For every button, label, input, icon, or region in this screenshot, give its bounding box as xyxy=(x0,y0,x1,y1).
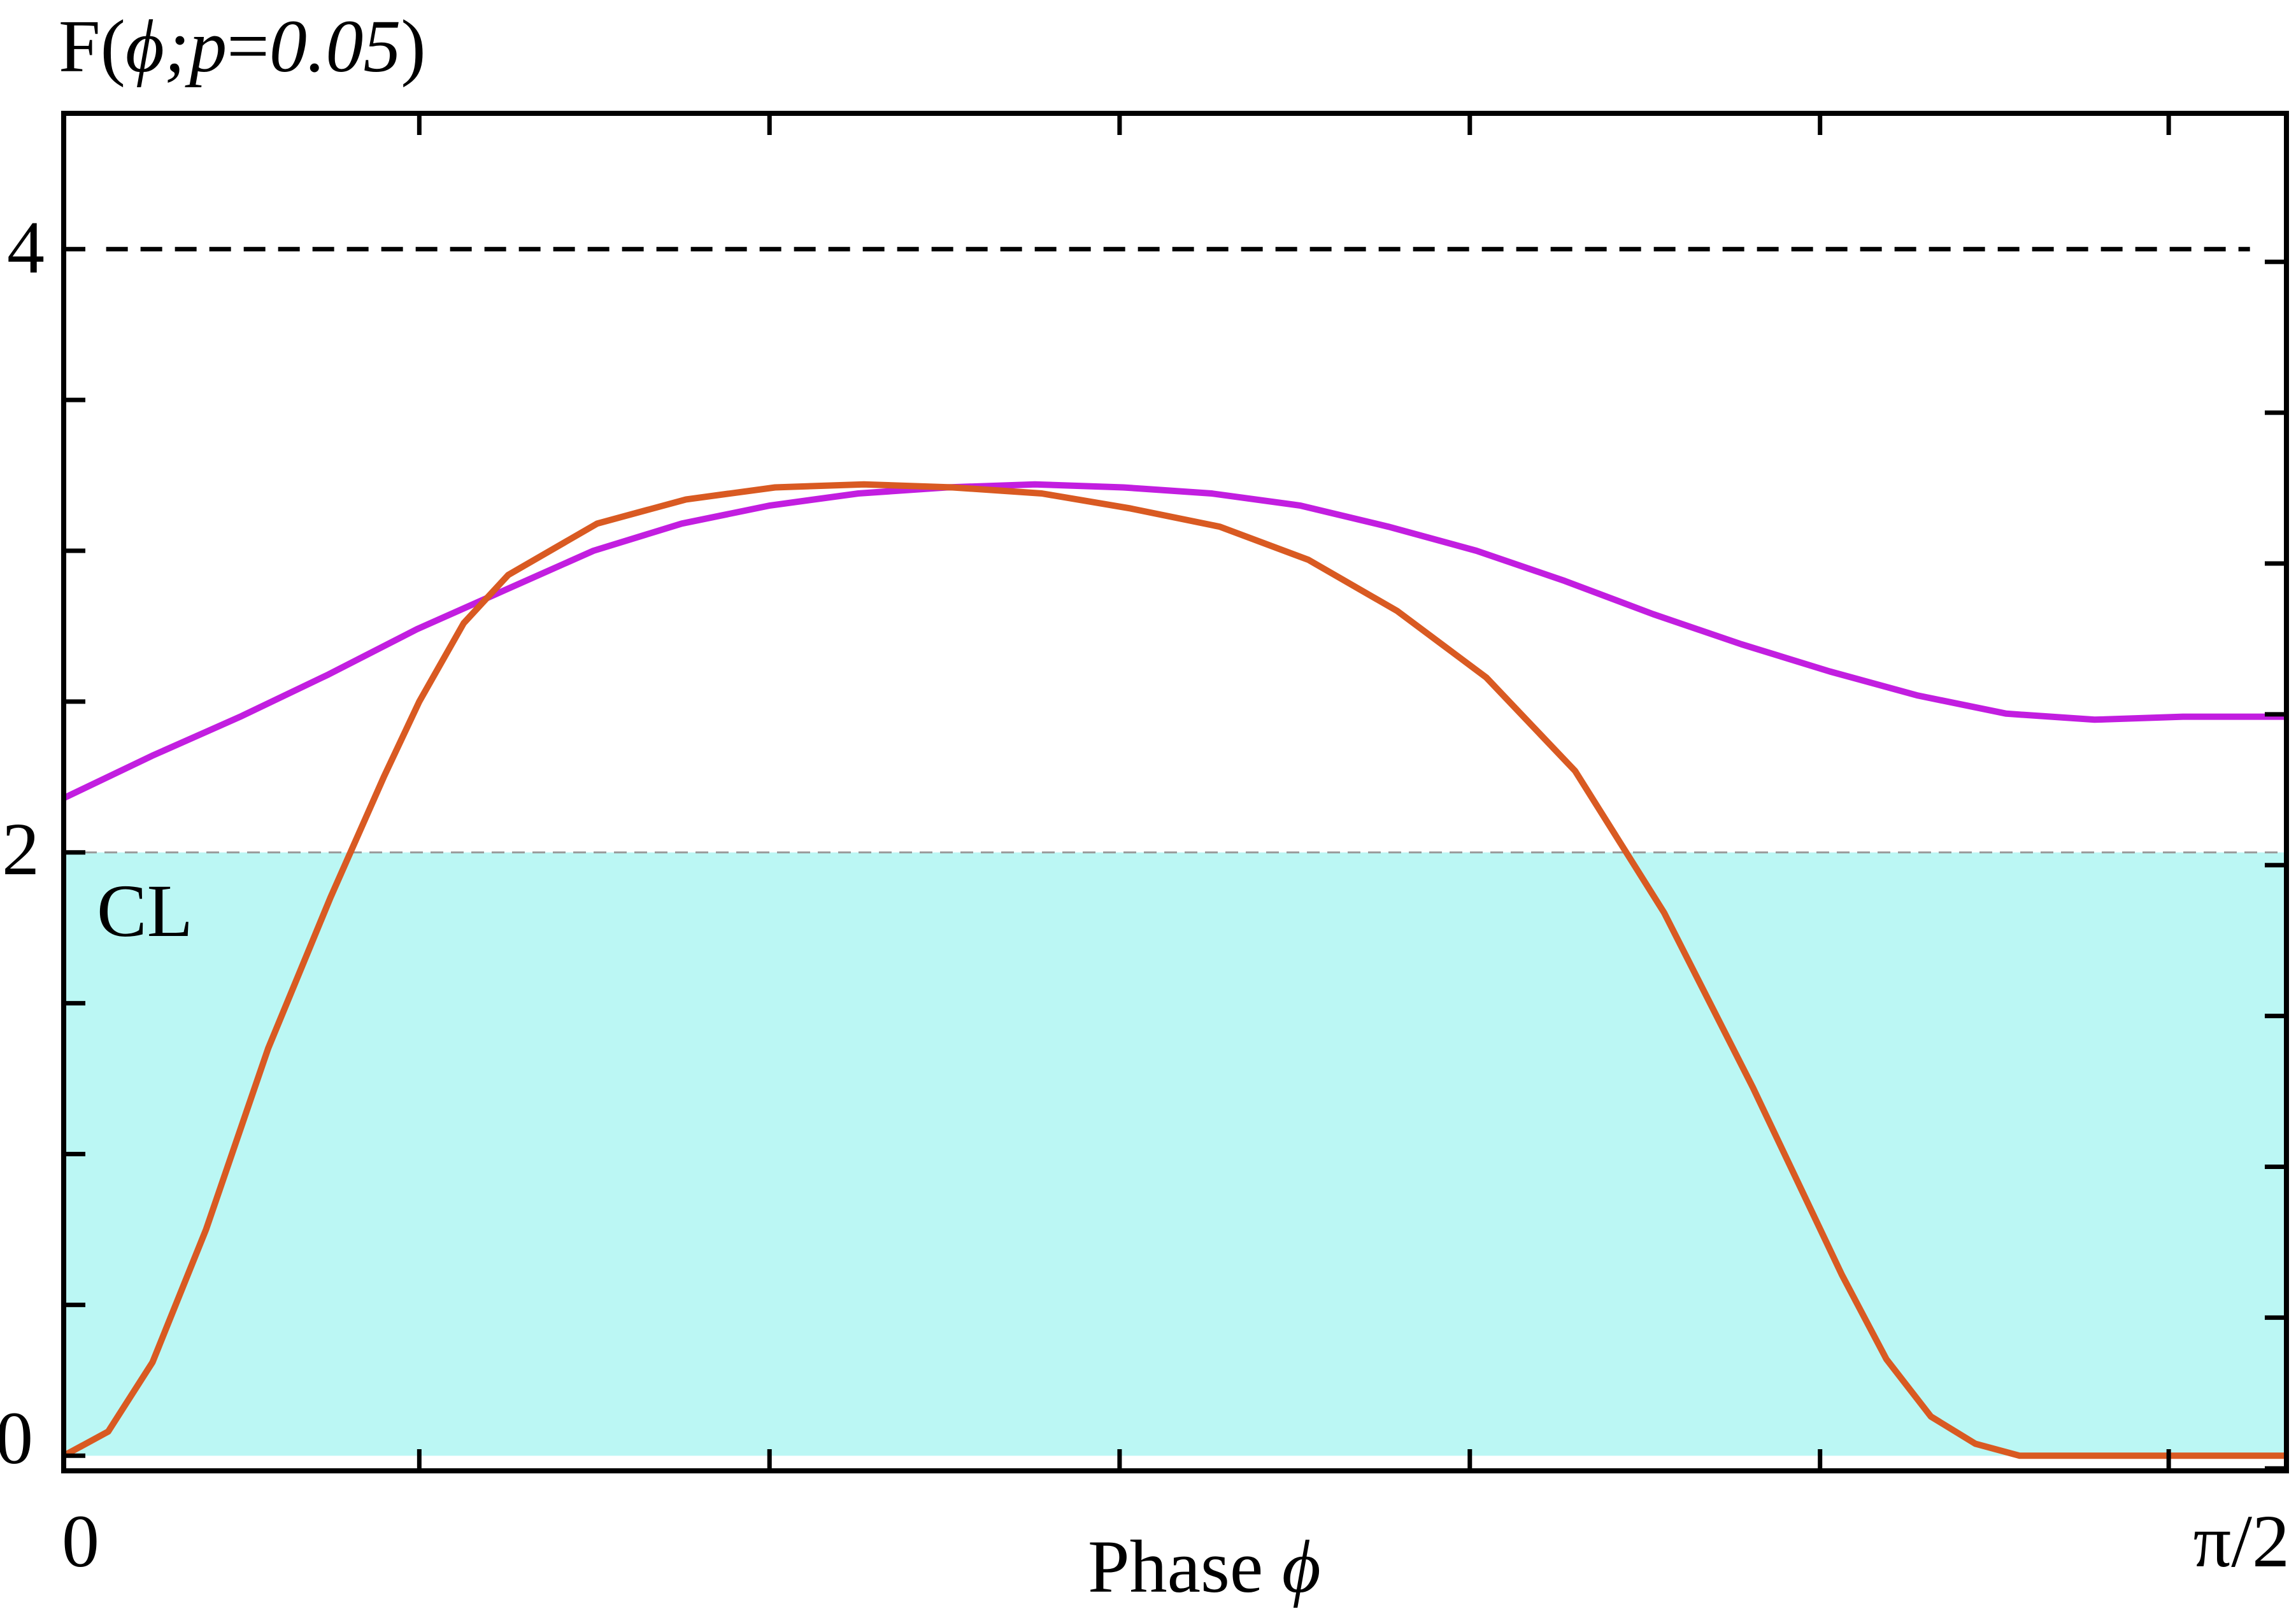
x-tick-label-1: π/2 xyxy=(2193,1499,2290,1583)
y-tick-label-1: 2 xyxy=(2,807,39,891)
series-line-orange xyxy=(62,481,2286,1459)
series-line-purple xyxy=(62,481,2286,802)
x-label-var: ϕ xyxy=(1282,1525,1321,1608)
y-label-value: 0.05 xyxy=(269,4,401,88)
y-tick-label-2: 4 xyxy=(7,206,45,289)
y-label-eq: = xyxy=(227,4,269,88)
x-label-text: Phase xyxy=(1088,1525,1282,1608)
y-tick-label-0: 0 xyxy=(0,1396,33,1480)
axis-ticks xyxy=(64,113,2286,1471)
x-tick-label-0: 0 xyxy=(62,1499,99,1583)
classical-limit-label: CL xyxy=(97,869,193,953)
y-label-prefix: F( xyxy=(59,4,125,88)
classical-limit-region xyxy=(64,852,2286,1456)
y-label-param: p xyxy=(185,4,227,88)
y-label-suffix: ) xyxy=(401,4,425,88)
y-axis-label: F(ϕ;p=0.05) xyxy=(59,4,426,88)
y-label-sep: ; xyxy=(164,4,189,88)
plot-frame xyxy=(61,111,2289,1473)
y-label-var: ϕ xyxy=(125,4,164,88)
x-axis-label: Phase ϕ xyxy=(1088,1525,1321,1608)
